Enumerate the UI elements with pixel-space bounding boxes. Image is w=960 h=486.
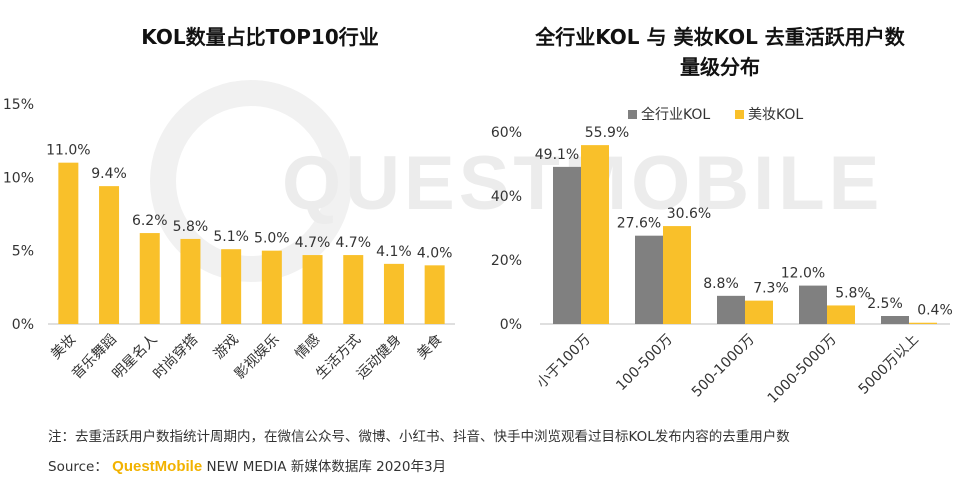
source-label: Source： — [48, 459, 108, 475]
right-category-label: 100-500万 — [613, 332, 676, 395]
source-brand: QuestMobile — [112, 458, 203, 475]
right-y-tick-label: 0% — [500, 317, 522, 333]
legend-label: 美妆KOL — [748, 107, 803, 123]
left-bar — [180, 238, 201, 324]
right-bar — [881, 316, 909, 324]
left-bar-value-label: 4.0% — [417, 245, 453, 261]
left-bar-value-label: 11.0% — [46, 143, 90, 159]
left-category-label: 美妆 — [48, 332, 79, 363]
right-bar-value-label: 55.9% — [585, 125, 629, 141]
right-category-label: 500-1000万 — [689, 332, 758, 401]
right-bar — [635, 235, 663, 324]
left-bar-value-label: 6.2% — [132, 213, 168, 229]
left-bar — [139, 233, 160, 324]
right-bar — [745, 300, 773, 324]
left-category-label: 影视娱乐 — [232, 332, 283, 383]
left-category-label: 时尚穿搭 — [150, 332, 201, 383]
right-bar-value-label: 12.0% — [781, 266, 825, 282]
left-bar-value-label: 5.1% — [213, 229, 249, 245]
legend-swatch — [735, 110, 744, 119]
footnote: 注：去重活跃用户数指统计周期内，在微信公众号、微博、小红书、抖音、快手中浏览观看… — [48, 429, 790, 445]
right-bar-value-label: 8.8% — [703, 276, 739, 292]
right-category-label: 1000-5000万 — [765, 332, 840, 407]
right-y-tick-label: 20% — [491, 253, 522, 269]
left-y-tick-label: 5% — [12, 244, 34, 260]
right-bar-value-label: 0.4% — [917, 303, 953, 319]
left-bar — [302, 255, 323, 324]
right-chart-title: 全行业KOL 与 美妆KOL 去重活跃用户数 量级分布 — [500, 22, 940, 82]
left-category-label: 情感 — [292, 331, 324, 363]
right-bar — [827, 305, 855, 324]
left-y-tick-label: 10% — [3, 170, 34, 186]
left-chart-title: KOL数量占比TOP10行业 — [141, 25, 379, 49]
right-bar-value-label: 49.1% — [535, 147, 579, 163]
left-y-tick-label: 0% — [12, 317, 34, 333]
left-bar-value-label: 5.8% — [173, 219, 209, 235]
left-bar — [99, 186, 120, 324]
right-chart-title-line-2: 量级分布 — [680, 55, 760, 79]
left-bar — [221, 249, 242, 324]
right-bar-value-label: 2.5% — [867, 296, 903, 312]
source-text: NEW MEDIA 新媒体数据库 2020年3月 — [206, 459, 447, 475]
left-category-label: 游戏 — [211, 332, 242, 363]
source-line: Source： QuestMobile NEW MEDIA 新媒体数据库 202… — [48, 455, 446, 475]
right-bar-value-label: 30.6% — [667, 206, 711, 222]
kol-industry-share-chart: 0%5%10%15%11.0%美妆9.4%音乐舞蹈6.2%明星名人5.8%时尚穿… — [3, 97, 455, 383]
left-bar — [261, 250, 282, 324]
right-category-label: 小于100万 — [534, 332, 594, 392]
right-bar — [663, 226, 691, 324]
left-category-label: 运动健身 — [354, 332, 405, 383]
right-y-tick-label: 60% — [491, 125, 522, 141]
left-bar-value-label: 4.7% — [335, 235, 371, 251]
right-bar — [799, 285, 827, 324]
right-bar-value-label: 7.3% — [753, 281, 789, 297]
right-bar-value-label: 5.8% — [835, 285, 871, 301]
left-bar — [383, 263, 404, 324]
active-user-distribution-chart: 0% 20% 40% 60% 全行业KOL 美妆KOL 49.1% 55.9% 小于100万 27… — [491, 106, 953, 407]
left-category-label: 美食 — [414, 331, 446, 363]
left-bar-value-label: 4.7% — [295, 235, 331, 251]
right-category-label: 5000万以上 — [856, 332, 922, 398]
left-bar-value-label: 9.4% — [91, 166, 127, 182]
right-bar — [909, 322, 937, 324]
left-bar — [343, 255, 364, 324]
left-bar-value-label: 4.1% — [376, 244, 412, 260]
right-bar-value-label: 27.6% — [617, 216, 661, 232]
legend-swatch — [628, 110, 637, 119]
legend-label: 全行业KOL — [641, 106, 710, 123]
right-bar — [717, 295, 745, 324]
right-y-tick-label: 40% — [491, 189, 522, 205]
left-bar-value-label: 5.0% — [254, 231, 290, 247]
right-bar — [553, 166, 581, 324]
right-bar — [581, 145, 609, 324]
left-y-tick-label: 15% — [3, 97, 34, 113]
left-bar — [58, 162, 79, 324]
left-bar — [424, 265, 445, 324]
right-chart-title-line-1: 全行业KOL 与 美妆KOL 去重活跃用户数 — [535, 25, 905, 49]
